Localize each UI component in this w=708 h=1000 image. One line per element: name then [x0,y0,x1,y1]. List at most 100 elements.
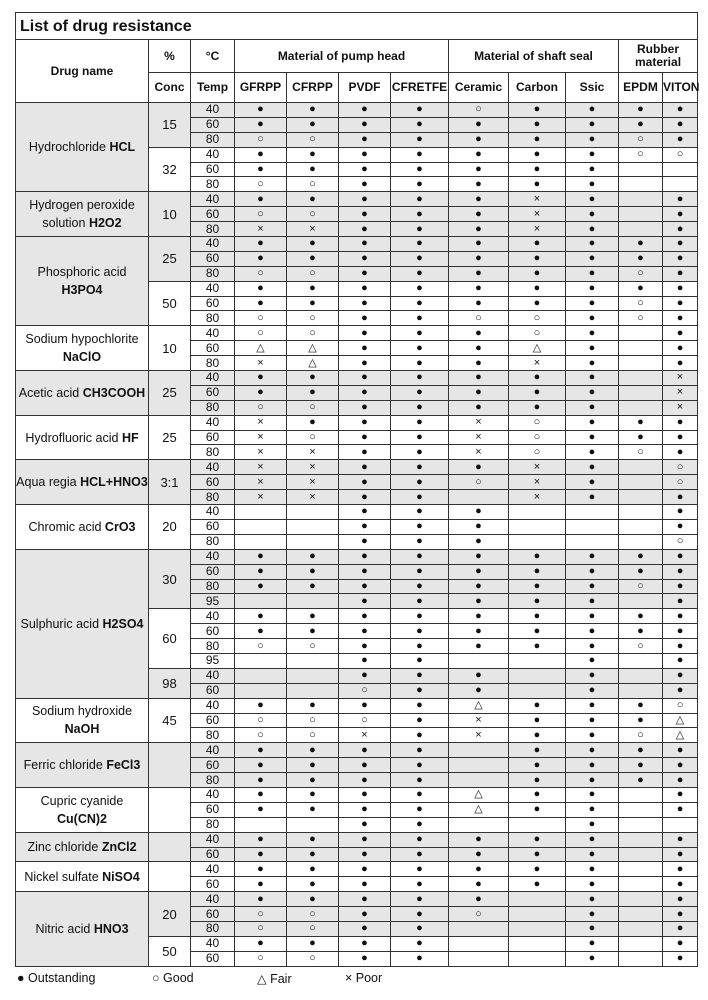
rating-viton: ● [661,131,699,148]
temp-cell: 40 [190,504,235,520]
rating-ceramic: ● [448,384,509,401]
rating-gfrpp: ● [234,384,287,401]
table-row: 32 40 ● ● ● ● ● ● ● ○ ○ [16,146,699,193]
rating-pvdf: ● [338,906,391,922]
rating-cfretfe: ● [390,876,449,893]
rating-cfrpp: ● [286,846,339,863]
legend-fair: △ Fair [257,971,292,986]
rating-carbon: × [508,474,566,491]
rating-cfretfe: ● [390,920,449,937]
rating-cfrpp [286,816,339,833]
column-header-cfrpp: CFRPP [286,72,339,103]
drug-name-cell: Nickel sulfate NiSO4 [15,861,149,893]
rating-cfretfe: ● [390,221,449,238]
rating-ceramic: ● [448,593,509,610]
rating-ssic: ● [565,652,619,669]
rating-cfretfe: ● [390,474,449,491]
table-row: 60 × ○ ● ● × ○ ● ● ● [16,429,699,446]
rating-ceramic: × [448,727,509,744]
rating-viton: ○ [661,474,699,491]
rating-ssic: ● [565,548,619,565]
rating-gfrpp: ○ [234,920,287,937]
table-row: 60 40 ● ● ● ● ● ● ● ● ● [16,608,699,669]
rating-carbon: × [508,191,566,208]
table-row: 60 ● ● ● ● ● ● ● ● ● [16,623,699,640]
rating-pvdf: ● [338,742,391,759]
rating-cfretfe: ● [390,548,449,565]
rating-cfrpp: ● [286,876,339,893]
temp-cell: 40 [190,146,235,163]
rating-epdm [618,935,663,952]
conc-cell [148,861,191,893]
drug-name: Zinc chloride [27,840,99,855]
rating-epdm [618,518,663,535]
rating-viton [661,816,699,833]
drug-name-cell: Chromic acid CrO3 [15,504,149,550]
table-row: Hydrofluoric acid HF 25 40 × ● ● ● × ○ ● ● ● [15,414,699,461]
rating-ssic: ● [565,593,619,610]
drug-formula: HNO3 [93,921,129,936]
rating-ssic: ● [565,950,619,967]
rating-ceramic [448,816,509,833]
rating-pvdf: ● [338,414,391,431]
drug-name-header: Drug name [15,39,149,103]
rating-pvdf: ● [338,384,391,401]
rating-ceramic: ● [448,370,509,386]
drug-formula: CrO3 [104,519,136,534]
rating-epdm [618,891,663,908]
rating-viton: ● [661,414,699,431]
rating-epdm [618,786,663,803]
rating-cfrpp: × [286,474,339,491]
rating-ceramic: ● [448,161,509,178]
rating-ceramic: ● [448,265,509,282]
temp-cell: 40 [190,191,235,208]
rating-pvdf: ● [338,950,391,967]
rating-cfrpp: ● [286,578,339,595]
rating-cfrpp: ● [286,891,339,908]
column-header-gfrpp: GFRPP [234,72,287,103]
rating-cfrpp [286,504,339,520]
rating-viton: ● [661,295,699,312]
rating-cfretfe: ● [390,816,449,833]
rating-cfrpp: △ [286,340,339,357]
drug-name: Nitric acid [35,921,91,936]
rating-gfrpp: ● [234,846,287,863]
temp-cell: 80 [190,533,235,550]
table-row: Acetic acid CH3COOH 25 40 ● ● ● ● ● ● ● × [15,370,699,416]
rating-ceramic: ● [448,295,509,312]
rating-carbon [508,935,566,952]
rating-ceramic: ● [448,355,509,372]
rating-ceramic: ● [448,876,509,893]
rating-carbon: ● [508,801,566,818]
rating-epdm [618,846,663,863]
rating-ceramic: ● [448,861,509,878]
rating-pvdf: ● [338,772,391,788]
rating-epdm: ● [618,608,663,625]
rating-ceramic: △ [448,786,509,803]
rating-epdm [618,161,663,178]
temp-cell: 60 [190,161,235,178]
rating-pvdf: ● [338,697,391,714]
rating-gfrpp: ● [234,935,287,952]
rating-pvdf: ● [338,474,391,491]
column-header-ssic: Ssic [565,72,619,103]
rating-cfrpp: ● [286,757,339,774]
rating-viton: ● [661,310,699,327]
rating-ceramic: ○ [448,310,509,327]
rating-carbon: ● [508,846,566,863]
rating-cfrpp: × [286,221,339,238]
rating-pvdf: ● [338,563,391,580]
rating-cfrpp: ● [286,116,339,133]
drug-name: Sulphuric acid [20,616,100,631]
rating-ssic: ● [565,310,619,327]
rating-cfrpp: ● [286,146,339,163]
rating-epdm [618,920,663,937]
rating-pvdf: ● [338,831,391,848]
rating-ssic: ● [565,191,619,208]
rating-carbon: ● [508,861,566,878]
rating-ceramic: ● [448,846,509,863]
rating-cfrpp [286,682,339,699]
rating-cfretfe: ● [390,638,449,654]
rating-pvdf: ● [338,355,391,372]
rating-epdm [618,384,663,401]
